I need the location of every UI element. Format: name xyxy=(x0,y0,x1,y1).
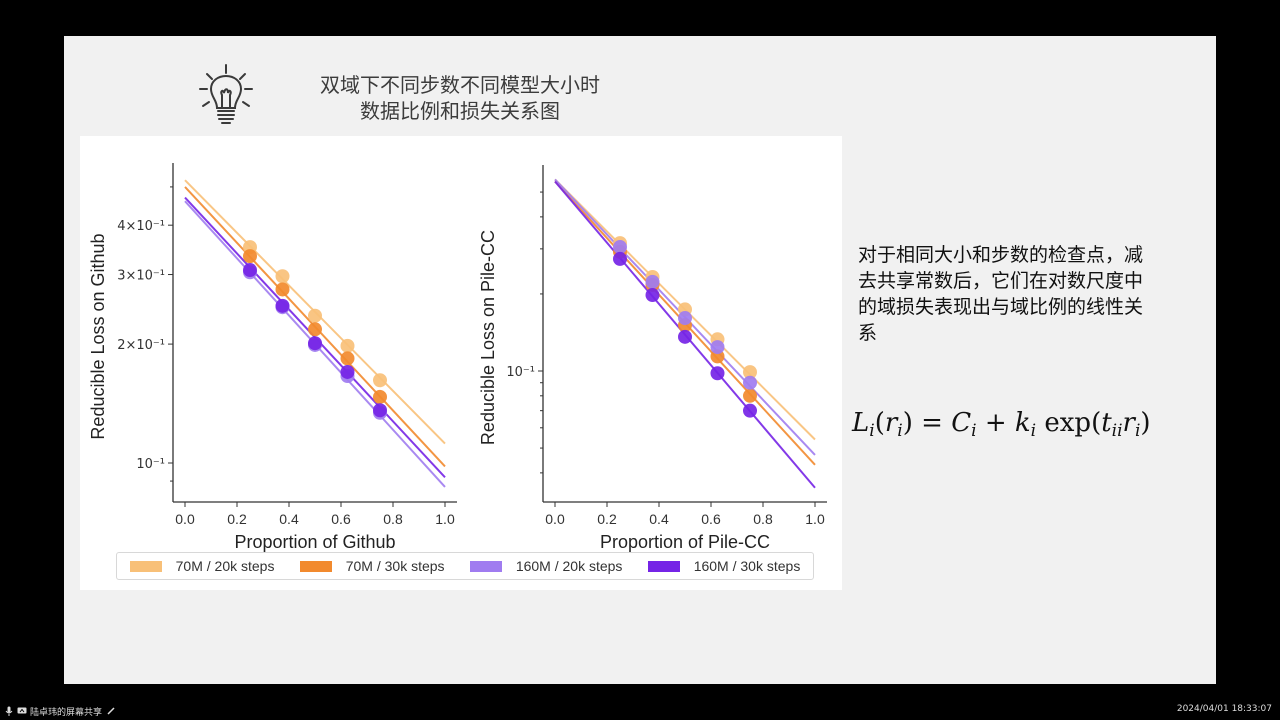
y-tick-label: 10⁻¹ xyxy=(136,457,165,472)
data-point xyxy=(645,274,660,289)
data-point xyxy=(678,329,692,344)
data-point xyxy=(275,282,290,297)
data-point xyxy=(373,403,387,418)
data-point xyxy=(340,364,355,379)
data-point xyxy=(678,311,692,326)
legend-item-70m-20k: 70M / 20k steps xyxy=(129,558,275,574)
formula-plus: + xyxy=(976,408,1015,438)
legend-label: 70M / 30k steps xyxy=(345,558,445,574)
formula-C: C xyxy=(951,408,972,438)
x-axis-label: Proportion of Pile-CC xyxy=(600,532,770,552)
x-tick-label: 1.0 xyxy=(805,511,825,527)
legend-swatch xyxy=(129,560,162,572)
x-tick-label: 0.4 xyxy=(279,511,299,527)
formula-sub: i xyxy=(1134,421,1141,441)
loss-formula: Li(ri) = Ci + ki exp(tiiri) xyxy=(852,408,1151,441)
data-point xyxy=(340,338,355,353)
x-tick-label: 0.0 xyxy=(175,511,195,527)
y-axis-label: Reducible Loss on Github xyxy=(88,233,108,439)
y-tick-label: 2×10⁻¹ xyxy=(117,338,165,353)
data-point xyxy=(373,389,387,404)
data-point xyxy=(613,251,627,266)
formula-r: r xyxy=(1122,408,1135,438)
loss-vs-proportion-charts: 0.0 0.2 0.4 0.6 0.8 1.0 4×10⁻¹ 3×10⁻¹ 2×10⁻¹ 10⁻¹… xyxy=(88,163,827,552)
data-point xyxy=(743,403,757,418)
microphone-icon[interactable] xyxy=(4,706,14,716)
data-point xyxy=(743,388,757,403)
x-tick-label: 1.0 xyxy=(435,511,455,527)
formula-sub: ii xyxy=(1111,421,1123,441)
y-tick-label: 3×10⁻¹ xyxy=(117,269,165,284)
formula-exp: exp xyxy=(1036,408,1092,438)
legend-label: 160M / 30k steps xyxy=(693,558,801,574)
legend-label: 70M / 20k steps xyxy=(175,558,275,574)
formula-k: k xyxy=(1014,408,1031,438)
data-point xyxy=(710,366,725,381)
data-point xyxy=(275,269,290,284)
x-tick-label: 0.4 xyxy=(649,511,669,527)
legend-swatch xyxy=(647,560,680,572)
legend-label: 160M / 20k steps xyxy=(515,558,623,574)
data-point xyxy=(308,336,322,351)
slide-title-line2: 数据比例和损失关系图 xyxy=(360,99,560,123)
data-point xyxy=(308,308,322,323)
y-tick-label: 4×10⁻¹ xyxy=(117,219,165,234)
timestamp: 2024/04/01 18:33:07 xyxy=(1176,704,1272,714)
formula-sub: i xyxy=(869,421,875,441)
data-point xyxy=(275,298,290,313)
data-point xyxy=(373,373,387,388)
formula-L: L xyxy=(852,408,870,438)
legend-swatch xyxy=(469,560,502,572)
data-point xyxy=(308,322,322,337)
formula-r: r xyxy=(884,408,898,438)
x-tick-label: 0.0 xyxy=(545,511,565,527)
legend-item-160m-20k: 160M / 20k steps xyxy=(469,558,623,574)
x-tick-label: 0.8 xyxy=(753,511,773,527)
chart-figure: 0.0 0.2 0.4 0.6 0.8 1.0 4×10⁻¹ 3×10⁻¹ 2×10⁻¹ 10⁻¹… xyxy=(80,136,842,590)
data-point xyxy=(243,249,257,264)
slide-title-line1: 双域下不同步数不同模型大小时 xyxy=(320,73,600,97)
legend-swatch xyxy=(299,560,332,572)
legend-item-160m-30k: 160M / 30k steps xyxy=(647,558,801,574)
x-tick-label: 0.6 xyxy=(701,511,721,527)
legend-item-70m-30k: 70M / 30k steps xyxy=(299,558,445,574)
data-point xyxy=(645,288,660,303)
screen-share-label: 陆卓玮的屏幕共享 xyxy=(30,706,103,717)
formula-sub: i xyxy=(971,421,977,441)
x-tick-label: 0.6 xyxy=(331,511,351,527)
slide-title: 双域下不同步数不同模型大小时 数据比例和损失关系图 xyxy=(290,72,630,124)
x-tick-label: 0.2 xyxy=(227,511,247,527)
pencil-icon[interactable] xyxy=(106,706,116,716)
formula-sub: i xyxy=(897,421,903,441)
formula-eq: = xyxy=(912,408,952,438)
chart-legend: 70M / 20k steps 70M / 30k steps 160M / 2… xyxy=(116,552,814,580)
data-point xyxy=(243,263,257,278)
data-point xyxy=(710,340,725,355)
screen-share-icon xyxy=(17,707,27,714)
formula-sub: i xyxy=(1030,421,1037,441)
data-point xyxy=(340,351,355,366)
slide-description: 对于相同大小和步数的检查点，减去共享常数后，它们在对数尺度中的域损失表现出与域比… xyxy=(858,244,1144,344)
y-tick-label: 10⁻¹ xyxy=(506,365,535,380)
x-tick-label: 0.8 xyxy=(383,511,403,527)
y-axis-label: Reducible Loss on Pile-CC xyxy=(478,230,498,445)
lightbulb-icon xyxy=(199,64,253,124)
x-axis-label: Proportion of Github xyxy=(234,532,395,552)
data-point xyxy=(613,240,627,255)
x-tick-label: 0.2 xyxy=(597,511,617,527)
data-point xyxy=(743,365,757,380)
formula-t: t xyxy=(1101,408,1112,438)
data-point xyxy=(743,375,757,390)
screen-share-indicator[interactable]: 陆卓玮的屏幕共享 xyxy=(4,704,119,718)
